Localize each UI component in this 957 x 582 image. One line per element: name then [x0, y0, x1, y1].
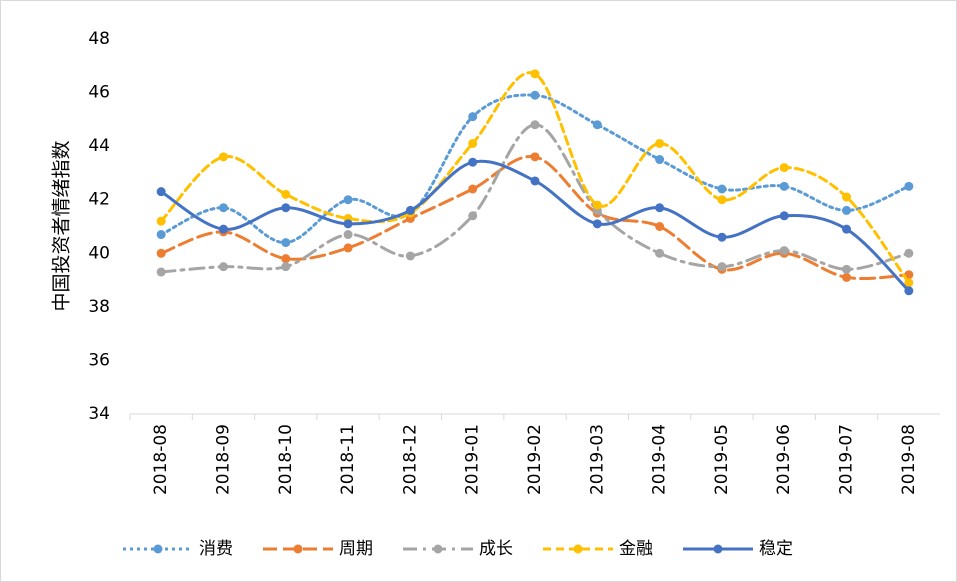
- legend-marker: [153, 544, 163, 554]
- data-point: [842, 192, 852, 202]
- data-point: [655, 155, 665, 165]
- data-point: [218, 152, 228, 162]
- data-point: [468, 138, 478, 148]
- x-tick-label: 2018-12: [400, 424, 420, 495]
- x-tick-label: 2019-03: [587, 424, 607, 495]
- data-point: [281, 203, 291, 213]
- x-tick-label: 2019-05: [712, 424, 732, 495]
- data-point: [842, 205, 852, 215]
- y-tick-label: 42: [88, 190, 110, 210]
- data-point: [218, 224, 228, 234]
- data-point: [530, 90, 540, 100]
- x-tick-label: 2019-07: [837, 424, 857, 495]
- data-point: [343, 230, 353, 240]
- y-axis-label: 中国投资者情绪指数: [51, 140, 73, 311]
- data-point: [530, 152, 540, 162]
- data-point: [717, 262, 727, 272]
- data-point: [343, 219, 353, 229]
- data-point: [468, 184, 478, 194]
- x-tick-label: 2019-01: [463, 424, 483, 495]
- data-point: [904, 286, 914, 296]
- data-point: [655, 138, 665, 148]
- data-point: [218, 203, 228, 213]
- legend-label: 稳定: [759, 539, 793, 559]
- x-tick-label: 2018-09: [213, 424, 233, 495]
- data-point: [405, 251, 415, 261]
- y-tick-label: 46: [88, 83, 110, 103]
- data-point: [281, 189, 291, 199]
- legend-marker: [433, 544, 443, 554]
- data-point: [842, 272, 852, 282]
- data-point: [779, 211, 789, 221]
- data-point: [904, 278, 914, 288]
- data-point: [655, 248, 665, 258]
- data-point: [281, 262, 291, 272]
- legend-label: 金融: [619, 539, 653, 559]
- data-point: [779, 246, 789, 256]
- y-tick-label: 36: [88, 350, 110, 370]
- legend-marker: [573, 544, 583, 554]
- legend-label: 消费: [199, 539, 233, 559]
- data-point: [156, 216, 166, 226]
- x-tick-label: 2019-08: [899, 424, 919, 495]
- data-point: [405, 205, 415, 215]
- data-point: [904, 248, 914, 258]
- data-point: [281, 254, 291, 264]
- data-point: [904, 181, 914, 191]
- data-point: [717, 232, 727, 242]
- data-point: [530, 69, 540, 79]
- data-point: [779, 163, 789, 173]
- y-tick-label: 48: [88, 29, 110, 49]
- data-point: [717, 184, 727, 194]
- data-point: [530, 176, 540, 186]
- y-tick-label: 34: [88, 404, 110, 424]
- data-point: [281, 238, 291, 248]
- data-point: [156, 187, 166, 197]
- data-point: [842, 224, 852, 234]
- legend-marker: [293, 544, 303, 554]
- data-point: [592, 219, 602, 229]
- data-point: [156, 230, 166, 240]
- x-tick-label: 2019-02: [525, 424, 545, 495]
- data-point: [592, 200, 602, 210]
- data-point: [156, 267, 166, 277]
- data-point: [468, 211, 478, 221]
- data-point: [779, 181, 789, 191]
- legend-label: 周期: [339, 539, 373, 559]
- legend-marker: [713, 544, 723, 554]
- x-tick-label: 2019-06: [774, 424, 794, 495]
- legend-label: 成长: [479, 539, 513, 559]
- x-tick-label: 2018-10: [276, 424, 296, 495]
- y-tick-label: 44: [88, 136, 110, 156]
- data-point: [842, 264, 852, 274]
- data-point: [655, 222, 665, 231]
- data-point: [343, 195, 353, 205]
- data-point: [343, 243, 353, 253]
- data-point: [655, 203, 665, 213]
- x-tick-label: 2018-11: [338, 424, 358, 495]
- y-tick-label: 38: [88, 297, 110, 317]
- data-point: [468, 112, 478, 122]
- data-point: [218, 262, 228, 272]
- x-tick-label: 2018-08: [151, 424, 171, 495]
- data-point: [530, 120, 540, 130]
- data-point: [156, 248, 166, 258]
- data-point: [468, 157, 478, 167]
- x-tick-label: 2019-04: [650, 424, 670, 495]
- data-point: [592, 120, 602, 130]
- data-point: [717, 195, 727, 205]
- y-tick-label: 40: [88, 243, 110, 263]
